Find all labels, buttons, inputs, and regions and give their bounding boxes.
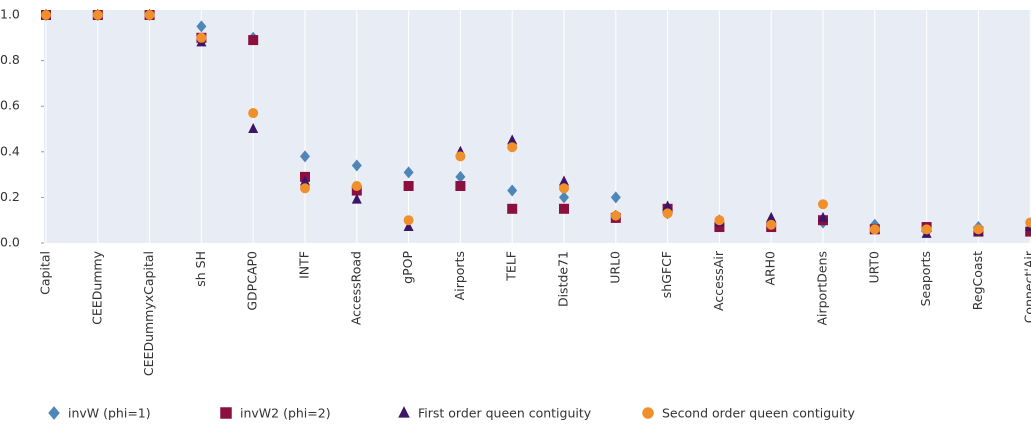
point (766, 211, 777, 222)
point (144, 10, 155, 20)
x-tick-label: shGFCF (659, 251, 674, 298)
point (818, 211, 828, 222)
point (92, 10, 103, 20)
point (559, 191, 569, 204)
x-tick-label: RegCoast (970, 251, 985, 310)
point (403, 181, 414, 191)
x-tick-label: CEEDummyxCapital (141, 251, 156, 376)
legend-swatch (220, 407, 232, 419)
x-tick-label: URT0 (866, 251, 881, 284)
y-tick-label: 0.0 (0, 235, 20, 250)
point (455, 181, 466, 191)
point (300, 150, 310, 163)
point (714, 222, 725, 233)
point (300, 175, 310, 186)
point (973, 224, 984, 235)
legend-label: invW2 (phi=2) (240, 406, 331, 421)
x-tick-label: Connect'Air (1022, 250, 1031, 323)
x-tick-label: ARH0 (763, 251, 778, 286)
y-tick-label: 0.8 (0, 52, 20, 67)
x-tick-label: sh SH (193, 251, 208, 287)
point (351, 159, 362, 172)
plot-area (44, 10, 1031, 243)
point (455, 151, 466, 162)
point (248, 35, 259, 46)
point (507, 142, 518, 153)
point (507, 203, 518, 214)
point (403, 215, 414, 226)
x-tick-label: TELF (504, 251, 519, 282)
point (196, 20, 207, 33)
x-tick-label: Airports (452, 251, 467, 300)
point (351, 193, 362, 204)
point (455, 170, 466, 183)
point (610, 210, 621, 221)
point (662, 208, 673, 219)
legend-label: First order queen contiguity (418, 406, 592, 421)
x-tick-label: INTF (297, 251, 312, 279)
point (351, 181, 362, 191)
point (818, 199, 828, 210)
y-tick-label: 0.2 (0, 189, 20, 204)
point (507, 134, 518, 145)
x-tick-label: Distde71 (556, 251, 571, 307)
point (559, 203, 569, 214)
point (1025, 217, 1031, 228)
point (662, 200, 673, 211)
point (1025, 226, 1031, 237)
point (869, 224, 880, 235)
point (196, 32, 207, 43)
point (403, 166, 414, 179)
y-tick-label: 0.6 (0, 98, 20, 113)
point (714, 215, 725, 226)
point (559, 175, 569, 186)
point (300, 183, 310, 194)
x-tick-label: CEEDummy (89, 250, 104, 324)
x-tick-label: URL0 (607, 251, 622, 284)
x-tick-label: GDPCAP0 (245, 251, 260, 311)
legend-label: Second order queen contiguity (662, 406, 855, 421)
point (559, 183, 569, 194)
x-tick-label: AccessRoad (348, 251, 363, 325)
legend-swatch (398, 406, 410, 418)
point (403, 221, 414, 232)
point (248, 108, 259, 119)
point (507, 184, 518, 197)
point (248, 123, 259, 133)
point (921, 224, 932, 235)
point (41, 10, 51, 20)
x-tick-label: AirportDens (815, 251, 830, 326)
x-tick-label: Capital (38, 251, 53, 295)
legend-label: invW (phi=1) (68, 406, 151, 421)
legend-swatch (48, 406, 60, 420)
point (610, 191, 621, 204)
x-tick-label: gPOP (400, 251, 415, 284)
y-tick-label: 0.4 (0, 143, 20, 158)
x-tick-label: AccessAir (711, 250, 726, 311)
legend-swatch (642, 407, 654, 419)
y-tick-label: 1.0 (0, 7, 20, 22)
x-tick-label: Seaports (918, 251, 933, 306)
point (766, 219, 777, 230)
